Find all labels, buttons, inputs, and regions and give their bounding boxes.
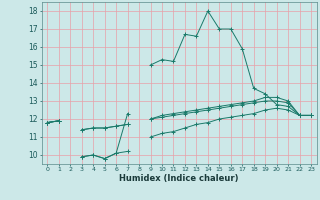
X-axis label: Humidex (Indice chaleur): Humidex (Indice chaleur): [119, 174, 239, 183]
